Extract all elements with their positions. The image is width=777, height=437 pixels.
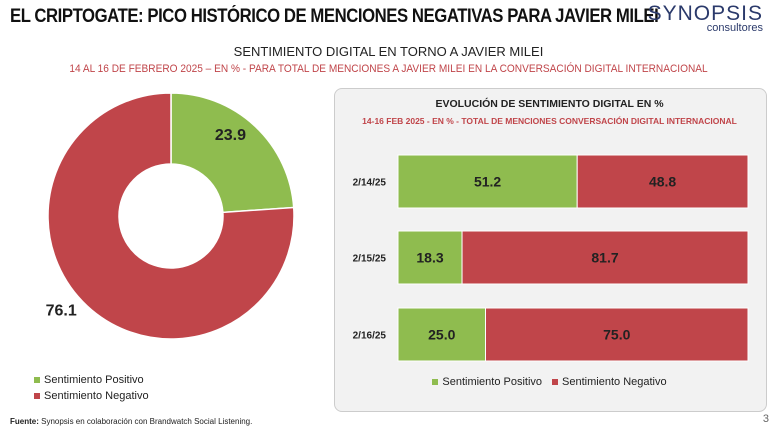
bar-positive xyxy=(397,307,486,362)
bar-chart-title: EVOLUCIÓN DE SENTIMIENTO DIGITAL EN % xyxy=(435,98,664,110)
bar-negative xyxy=(576,154,749,209)
donut-label: 76.1 xyxy=(46,302,77,319)
donut-legend: Sentimiento Positivo Sentimiento Negativ… xyxy=(34,374,149,402)
legend-positive: Sentimiento Positivo xyxy=(34,374,149,386)
source-note: Fuente: Synopsis en colaboración con Bra… xyxy=(10,417,253,426)
bar-value-label: 75.0 xyxy=(603,327,630,343)
bar-chart-subtitle: 14-16 FEB 2025 - EN % - TOTAL DE MENCION… xyxy=(362,116,737,126)
donut-label: 23.9 xyxy=(215,127,246,144)
bar-chart: 2/14/25 51.2 48.8 2/15/25 18.3 81.7 2/16/25 25.… xyxy=(353,154,749,362)
bar-positive xyxy=(397,230,463,285)
bar-value-label: 81.7 xyxy=(591,250,618,266)
category-label: 2/16/25 xyxy=(353,331,387,342)
category-label: 2/14/25 xyxy=(353,178,387,189)
subtitle: SENTIMIENTO DIGITAL EN TORNO A JAVIER MI… xyxy=(233,44,544,59)
bar-legend: Sentimiento Positivo Sentimiento Negativ… xyxy=(334,376,765,388)
donut-slice-positive xyxy=(170,92,295,214)
bar-value-label: 48.8 xyxy=(649,174,676,190)
bar-positive xyxy=(397,154,578,209)
subtitle-detail: 14 AL 16 DE FEBRERO 2025 – EN % - PARA T… xyxy=(69,63,708,75)
page-title: EL CRIPTOGATE: PICO HISTÓRICO DE MENCION… xyxy=(10,6,659,27)
bar-negative xyxy=(485,307,749,362)
bar-value-label: 18.3 xyxy=(416,250,443,266)
logo: SYNOPSIS consultores xyxy=(647,2,763,34)
category-label: 2/15/25 xyxy=(353,254,387,265)
bar-value-label: 25.0 xyxy=(428,327,455,343)
legend-negative: Sentimiento Negativo xyxy=(34,390,149,402)
donut-slice-negative xyxy=(47,92,295,340)
bar-value-label: 51.2 xyxy=(474,174,501,190)
bar-negative xyxy=(461,230,749,285)
page-number: 3 xyxy=(762,413,769,425)
donut-chart: 23.9 76.1 xyxy=(46,92,295,340)
